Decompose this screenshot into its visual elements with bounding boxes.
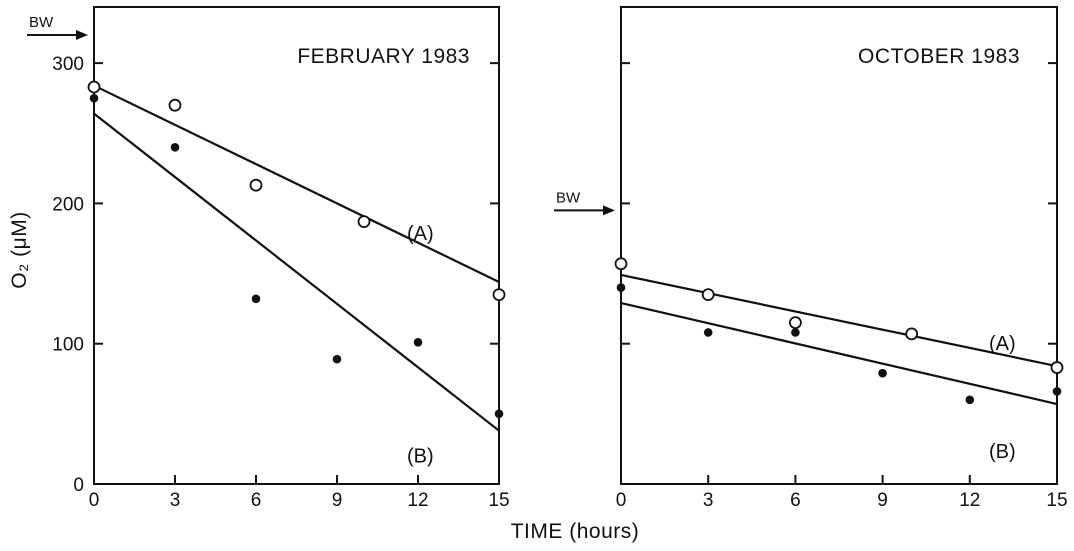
data-point-open	[492, 288, 506, 302]
data-point-open	[789, 316, 802, 330]
data-point-filled	[251, 294, 261, 304]
fit-line-a	[620, 273, 1058, 368]
bw-label: BW	[29, 14, 54, 31]
panel-title: FEBRUARY 1983	[297, 45, 470, 68]
y-tick-label: 100	[52, 335, 84, 356]
x-tick-label: 6	[790, 490, 801, 511]
plot-frame	[93, 6, 500, 485]
x-tick-label: 0	[616, 490, 627, 511]
data-point-filled	[878, 368, 887, 378]
x-tick-label: 12	[959, 490, 980, 511]
fit-line-b	[620, 301, 1058, 406]
panel-title: OCTOBER 1983	[858, 45, 1020, 68]
data-point-filled	[170, 142, 180, 152]
series-label-a: (A)	[989, 333, 1016, 355]
x-axis-label: TIME (hours)	[511, 520, 640, 543]
bw-arrow-icon	[603, 205, 615, 216]
x-tick-label: 12	[407, 490, 428, 511]
data-point-filled	[616, 283, 626, 292]
bw-label: BW	[556, 189, 581, 206]
data-point-filled	[703, 328, 713, 337]
series-label-b: (B)	[407, 446, 434, 468]
data-point-open	[168, 98, 182, 112]
data-point-filled	[413, 338, 423, 347]
x-tick-label: 15	[1046, 490, 1067, 511]
chart-panel-2: 0 3 6 9 12 15 OCTOBER 1983 BW (A) (B)	[554, 6, 1068, 511]
x-tick-label: 0	[89, 490, 100, 511]
fit-line-a	[93, 84, 500, 283]
x-tick-label: 15	[488, 490, 509, 511]
y-tick-label: 200	[52, 194, 84, 215]
y-tick-label: 0	[73, 475, 84, 496]
y-tick-label: 300	[52, 54, 84, 75]
y-axis-label: O₂ (μM)	[8, 211, 31, 288]
x-tick-label: 3	[170, 490, 181, 511]
x-tick-label: 6	[251, 490, 262, 511]
x-tick-label: 9	[332, 490, 343, 511]
series-label-b: (B)	[989, 441, 1016, 463]
data-point-filled	[965, 395, 975, 405]
data-point-open	[249, 178, 263, 192]
data-point-open	[1050, 361, 1064, 374]
data-point-open	[87, 80, 101, 94]
x-tick-label: 3	[703, 490, 714, 511]
series-label-a: (A)	[407, 223, 434, 245]
x-tick-label: 9	[877, 490, 888, 511]
data-point-open	[701, 288, 715, 302]
data-point-filled	[89, 93, 99, 103]
data-point-open	[905, 327, 919, 341]
data-point-filled	[494, 409, 504, 419]
fit-line-b	[93, 112, 500, 432]
data-point-filled	[791, 328, 800, 337]
data-point-open	[357, 215, 371, 229]
bw-arrow-icon	[76, 30, 88, 41]
data-point-filled	[332, 354, 342, 364]
data-point-filled	[1052, 387, 1062, 396]
chart-panel-1: 0 100 200 300 0 3 6 9 12 15 FEBRUARY 1983 BW (A) (B)	[27, 6, 510, 511]
plot-frame	[620, 6, 1058, 485]
data-point-open	[614, 257, 628, 271]
